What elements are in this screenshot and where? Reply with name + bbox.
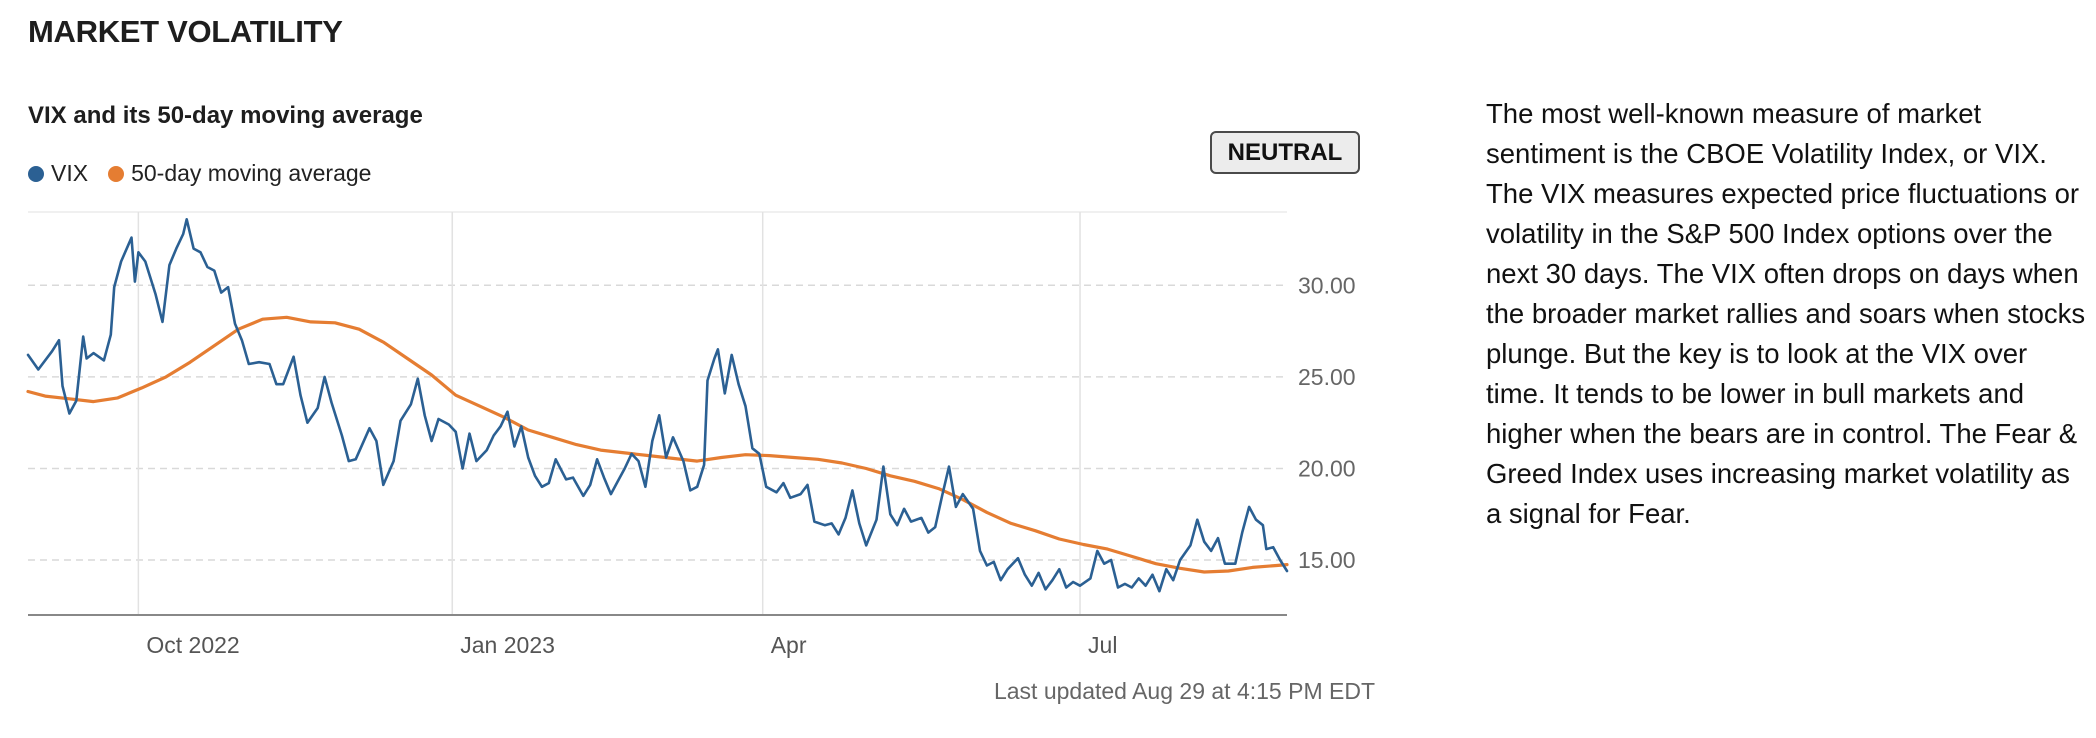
description-text: The most well-known measure of market se… [1486,98,2086,529]
section-title: MARKET VOLATILITY [28,14,343,49]
last-updated-text: Last updated Aug 29 at 4:15 PM EDT [993,678,1375,704]
legend-item-vix[interactable]: VIX [28,160,88,187]
legend-item-moving-average[interactable]: 50-day moving average [108,160,371,187]
legend-label-moving-average: 50-day moving average [131,160,372,186]
y-tick-label: 25.00 [1298,364,1356,390]
y-tick-label: 20.00 [1298,455,1356,481]
chart-legend: VIX 50-day moving average [28,160,391,187]
legend-marker-moving-average [108,165,125,182]
x-tick-label: Oct 2022 [146,632,239,658]
x-tick-label: Jan 2023 [460,632,555,658]
x-tick-label: Apr [771,632,807,658]
y-tick-label: 15.00 [1298,547,1356,573]
y-tick-label: 30.00 [1298,272,1356,298]
chart-title: VIX and its 50-day moving average [28,102,423,129]
vix-line-chart[interactable]: 15.00 20.00 25.00 30.00 Oct 2022 Jan 2023 Apr J… [0,0,1400,665]
legend-marker-vix [28,165,44,182]
moving-average-series-line [26,315,1289,574]
status-badge: NEUTRAL [1210,131,1360,174]
x-tick-label: Jul [1088,632,1117,658]
legend-label-vix: VIX [51,160,89,186]
vix-series-line [26,218,1289,593]
